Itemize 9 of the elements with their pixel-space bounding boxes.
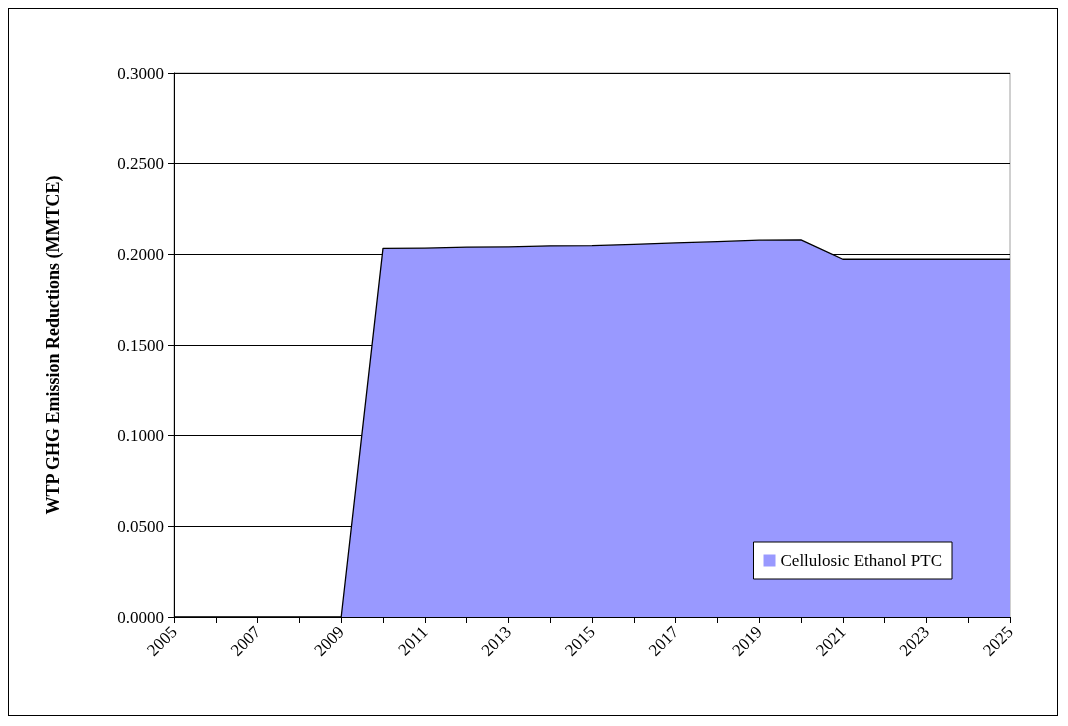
y-tick-label: 0.3000: [117, 63, 164, 83]
y-tick-label: 0.0000: [117, 607, 164, 627]
y-tick-label: 0.0500: [117, 516, 164, 536]
y-tick-label: 0.1500: [117, 335, 164, 355]
y-tick-label: 0.2500: [117, 154, 164, 174]
y-tick-label: 0.2000: [117, 244, 164, 264]
y-tick-label: 0.1000: [117, 426, 164, 446]
y-axis-title: WTP GHG Emission Reductions (MMTCE): [43, 175, 64, 515]
legend-label: Cellulosic Ethanol PTC: [780, 551, 943, 570]
